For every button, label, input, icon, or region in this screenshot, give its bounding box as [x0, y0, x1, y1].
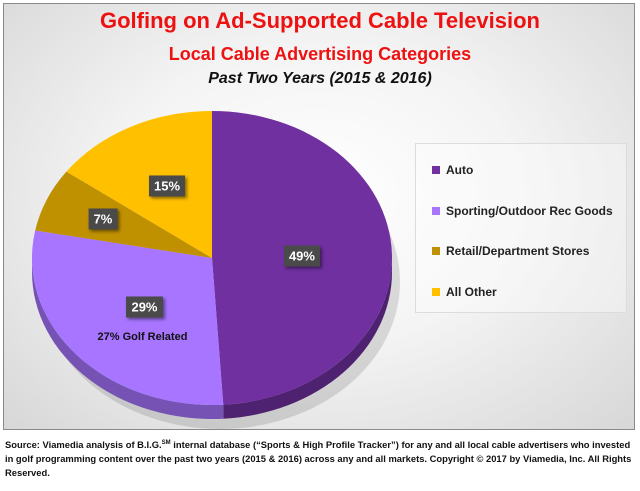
chart-subtitle: Local Cable Advertising Categories: [168, 44, 472, 64]
legend-label-sporting: Sporting/Outdoor Rec Goods: [446, 204, 613, 218]
legend-swatch-all-other: [432, 288, 440, 296]
chart-title: Golfing on Ad-Supported Cable Television: [100, 8, 540, 33]
legend-item-auto: Auto: [432, 162, 473, 178]
legend-swatch-retail: [432, 247, 440, 255]
service-mark: SM: [161, 440, 171, 446]
pie-side-auto: [223, 258, 392, 419]
legend-label-retail: Retail/Department Stores: [446, 244, 590, 258]
data-label-sporting: 29%: [126, 296, 163, 318]
data-label-all-other: 15%: [149, 175, 186, 197]
legend: Auto Sporting/Outdoor Rec Goods Retail/D…: [415, 143, 627, 313]
legend-item-sporting: Sporting/Outdoor Rec Goods: [432, 203, 613, 219]
legend-item-retail: Retail/Department Stores: [432, 243, 589, 259]
pie-slice-sporting: [31, 230, 224, 405]
data-label-retail: 7%: [88, 208, 118, 230]
legend-item-all-other: All Other: [432, 284, 497, 300]
pie-slice-retail: [35, 171, 212, 258]
source-footnote: Source: Viamedia analysis of B.I.G.SM in…: [5, 436, 635, 480]
legend-swatch-sporting: [432, 207, 440, 215]
legend-label-all-other: All Other: [446, 285, 497, 299]
golf-related-annotation: 27% Golf Related: [97, 330, 188, 343]
source-rest: internal database (“Sports & High Profil…: [5, 439, 632, 479]
pie-slice-all-other: [66, 111, 212, 258]
data-label-auto: 49%: [283, 245, 320, 267]
legend-swatch-auto: [432, 166, 440, 174]
chart-subtitle-period: Past Two Years (2015 & 2016): [208, 70, 432, 87]
source-prefix: Source: Viamedia analysis of B.I.G.: [5, 439, 162, 451]
legend-label-auto: Auto: [446, 163, 474, 177]
